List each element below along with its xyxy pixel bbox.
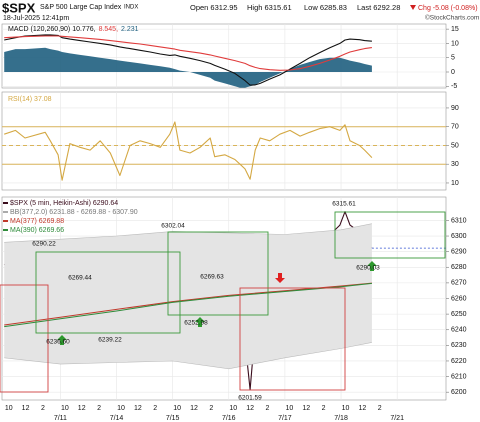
pattern-box	[334, 211, 446, 259]
pattern-box	[239, 287, 346, 391]
down-arrow	[275, 273, 285, 283]
y-tick-label: 6230	[451, 342, 467, 349]
price-annotation: 6290.22	[32, 241, 56, 248]
x-tick-label: 12	[190, 405, 198, 412]
bb-lower	[4, 342, 372, 370]
last: Last 6292.28	[357, 3, 400, 12]
x-tick-label: 2	[97, 405, 101, 412]
legend-label: MA(377) 6269.88	[10, 218, 64, 225]
up-arrow	[367, 261, 377, 271]
y-tick-label: -5	[451, 83, 457, 90]
bb-fill	[4, 223, 372, 369]
legend-label: 8.545,	[99, 26, 119, 33]
pattern-box	[35, 251, 181, 334]
y-tick-label: 90	[451, 105, 459, 112]
y-tick-label: 6240	[451, 327, 467, 334]
y-tick-label: 6310	[451, 217, 467, 224]
panel-frame	[1, 23, 447, 89]
pattern-box	[0, 284, 49, 393]
x-tick-label: 10	[5, 405, 13, 412]
y-tick-label: 6220	[451, 358, 467, 365]
x-tick-label: 2	[41, 405, 45, 412]
x-tick-label: 2	[378, 405, 382, 412]
price-annotation: 6239.22	[98, 337, 122, 344]
y-tick-label: 6290	[451, 248, 467, 255]
y-tick-label: 70	[451, 124, 459, 131]
x-tick-label: 10	[173, 405, 181, 412]
x-tick-label: 10	[229, 405, 237, 412]
y-tick-label: 6250	[451, 311, 467, 318]
exchange: INDX	[124, 5, 138, 11]
series-line	[4, 34, 372, 86]
histogram	[4, 47, 372, 88]
up-arrow	[57, 335, 67, 345]
panel-frame	[1, 91, 447, 191]
x-date-label: 7/21	[390, 415, 404, 422]
y-tick-label: 10	[451, 40, 459, 47]
pattern-box	[167, 231, 269, 316]
y-tick-label: 30	[451, 161, 459, 168]
price-annotation: 6252.98	[184, 320, 208, 327]
x-tick-label: 2	[322, 405, 326, 412]
legend-label: $SPX (5 min, Heikin-Ashi) 6290.64	[10, 200, 118, 207]
high: High 6315.61	[247, 3, 292, 12]
legend-label: MA(390) 6269.66	[10, 227, 64, 234]
price-annotation: 6201.59	[238, 395, 262, 402]
y-tick-label: 15	[451, 26, 459, 33]
x-tick-label: 12	[22, 405, 30, 412]
price-annotation: 6269.63	[200, 274, 224, 281]
symbol: $SPX	[2, 0, 36, 15]
price-annotation: 6302.04	[161, 223, 185, 230]
x-date-label: 7/14	[110, 415, 124, 422]
series-line	[4, 35, 372, 71]
x-date-label: 7/11	[54, 415, 67, 422]
y-tick-label: 6260	[451, 295, 467, 302]
x-tick-label: 12	[78, 405, 86, 412]
open: Open 6312.95	[190, 3, 238, 12]
x-tick-label: 12	[134, 405, 142, 412]
x-date-label: 7/17	[278, 415, 292, 422]
price-annotation: 6290.03	[356, 265, 380, 272]
security-name: S&P 500 Large Cap Index	[40, 4, 122, 11]
x-tick-label: 12	[246, 405, 254, 412]
x-date-label: 7/15	[166, 415, 180, 422]
y-tick-label: 50	[451, 142, 459, 149]
x-date-label: 7/16	[222, 415, 236, 422]
price-annotation: 6315.61	[332, 201, 356, 208]
change: Chg -5.08 (-0.08%)	[418, 5, 478, 12]
x-date-label: 7/18	[334, 415, 348, 422]
x-tick-label: 12	[302, 405, 310, 412]
legend-label: BB(377,2.0) 6231.88 - 6269.88 - 6307.90	[10, 209, 138, 216]
series-line	[4, 121, 373, 181]
credit: ©StockCharts.com	[425, 14, 479, 22]
y-tick-label: 6270	[451, 280, 467, 287]
low: Low 6285.83	[304, 3, 347, 12]
legend-label: MACD (120,260,90) 10.776,	[8, 26, 96, 33]
x-tick-label: 2	[266, 405, 270, 412]
y-tick-label: 6280	[451, 264, 467, 271]
up-arrow	[195, 317, 205, 327]
legend-label: 2.231	[121, 26, 139, 33]
x-tick-label: 12	[358, 405, 366, 412]
y-tick-label: 6210	[451, 373, 467, 380]
x-tick-label: 10	[285, 405, 293, 412]
down-arrow	[410, 5, 416, 10]
date: 18-Jul-2025 12:41pm	[3, 15, 69, 22]
y-tick-label: 6200	[451, 389, 467, 396]
x-tick-label: 2	[209, 405, 213, 412]
y-tick-label: 6300	[451, 233, 467, 240]
legend-label: RSI(14) 37.08	[8, 96, 52, 103]
moving-average	[4, 282, 372, 326]
price-annotation: 6236.60	[46, 339, 70, 346]
x-tick-label: 10	[61, 405, 69, 412]
y-tick-label: 5	[451, 55, 455, 62]
x-tick-label: 2	[153, 405, 157, 412]
y-tick-label: 10	[451, 180, 459, 187]
x-tick-label: 10	[342, 405, 350, 412]
price-annotation: 6269.44	[68, 275, 92, 282]
y-tick-label: 0	[451, 69, 455, 76]
x-tick-label: 10	[117, 405, 125, 412]
